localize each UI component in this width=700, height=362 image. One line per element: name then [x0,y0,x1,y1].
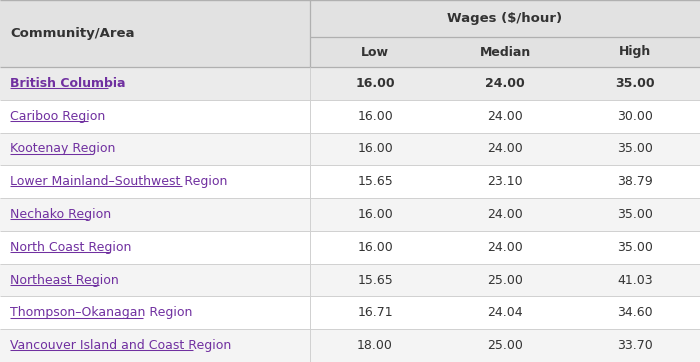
Text: Cariboo Region: Cariboo Region [10,110,105,123]
Text: 35.00: 35.00 [615,77,654,90]
Text: 30.00: 30.00 [617,110,653,123]
Bar [0,198,700,231]
Text: 34.60: 34.60 [617,306,653,319]
Text: 38.79: 38.79 [617,175,653,188]
Text: 33.70: 33.70 [617,339,653,352]
Bar [0,264,700,296]
Text: 24.00: 24.00 [487,241,523,254]
Text: 24.00: 24.00 [485,77,525,90]
Bar [0,0,700,37]
Text: 16.00: 16.00 [357,110,393,123]
Text: 15.65: 15.65 [357,274,393,287]
Bar [0,67,700,100]
Text: 16.00: 16.00 [357,208,393,221]
Text: 25.00: 25.00 [487,339,523,352]
Text: 16.71: 16.71 [357,306,393,319]
Text: 24.00: 24.00 [487,142,523,155]
Text: Northeast Region: Northeast Region [10,274,119,287]
Text: 24.04: 24.04 [487,306,523,319]
Text: 23.10: 23.10 [487,175,523,188]
Text: 16.00: 16.00 [357,142,393,155]
Text: 18.00: 18.00 [357,339,393,352]
Text: Kootenay Region: Kootenay Region [10,142,116,155]
Text: 15.65: 15.65 [357,175,393,188]
Bar [0,329,700,362]
Bar [0,231,700,264]
Text: High: High [619,46,651,59]
Text: 25.00: 25.00 [487,274,523,287]
Bar [0,100,700,132]
Text: 35.00: 35.00 [617,142,653,155]
Text: Wages ($/hour): Wages ($/hour) [447,12,563,25]
Text: Thompson–Okanagan Region: Thompson–Okanagan Region [10,306,193,319]
Text: Nechako Region: Nechako Region [10,208,111,221]
Bar [0,37,700,67]
Bar [0,165,700,198]
Text: Low: Low [361,46,389,59]
Text: 35.00: 35.00 [617,208,653,221]
Bar [0,296,700,329]
Text: Community/Area: Community/Area [10,27,134,40]
Text: 41.03: 41.03 [617,274,653,287]
Text: 16.00: 16.00 [357,241,393,254]
Text: British Columbia: British Columbia [10,77,125,90]
Text: 35.00: 35.00 [617,241,653,254]
Text: North Coast Region: North Coast Region [10,241,132,254]
Text: Lower Mainland–Southwest Region: Lower Mainland–Southwest Region [10,175,228,188]
Bar [0,132,700,165]
Text: 24.00: 24.00 [487,110,523,123]
Text: Vancouver Island and Coast Region: Vancouver Island and Coast Region [10,339,231,352]
Text: 16.00: 16.00 [356,77,395,90]
Text: 24.00: 24.00 [487,208,523,221]
Text: Median: Median [480,46,531,59]
